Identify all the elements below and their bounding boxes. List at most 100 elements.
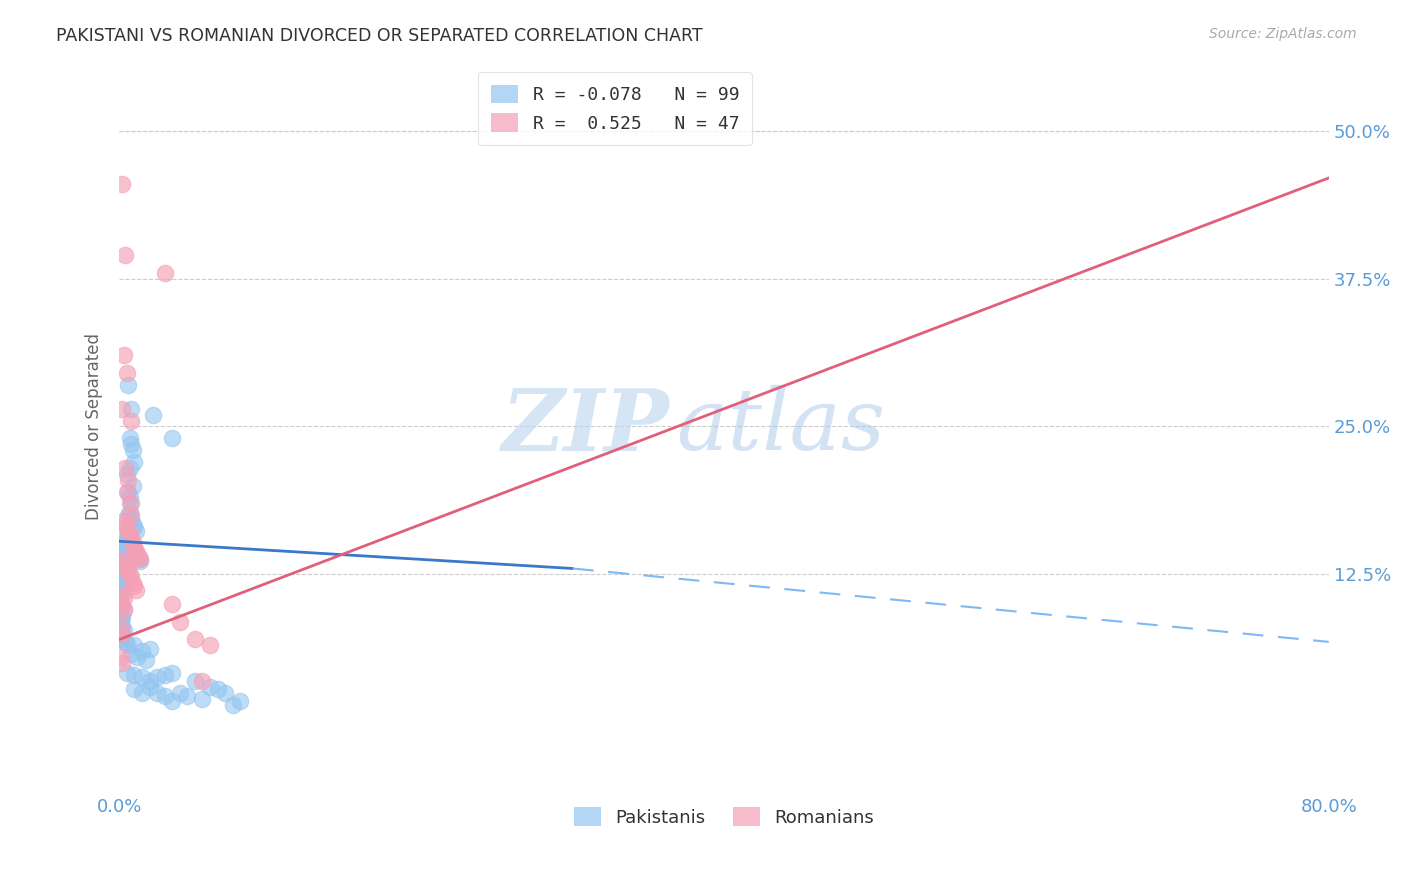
Point (184, 673, 207, 688)
Text: PAKISTANI VS ROMANIAN DIVORCED OR SEPARATED CORRELATION CHART: PAKISTANI VS ROMANIAN DIVORCED OR SEPARA… (56, 27, 703, 45)
Point (160, 431, 183, 445)
Point (176, 690, 198, 704)
Point (110, 571, 132, 585)
Point (160, 597, 183, 611)
Point (120, 413, 142, 427)
Point (146, 686, 169, 700)
Point (114, 516, 136, 531)
Point (160, 665, 183, 680)
Point (111, 574, 134, 588)
Point (153, 690, 176, 704)
Point (115, 366, 138, 380)
Point (110, 561, 132, 575)
Point (112, 623, 135, 637)
Point (122, 478, 145, 492)
Point (153, 668, 176, 682)
Point (120, 401, 142, 416)
Point (124, 543, 146, 558)
Point (114, 526, 136, 541)
Point (117, 564, 139, 578)
Point (120, 538, 142, 552)
Legend: Pakistanis, Romanians: Pakistanis, Romanians (565, 798, 883, 836)
Point (141, 408, 163, 422)
Point (115, 484, 138, 499)
Point (111, 611, 134, 625)
Point (198, 639, 221, 653)
Point (115, 559, 138, 574)
Point (138, 673, 160, 688)
Point (125, 547, 148, 561)
Point (114, 549, 136, 563)
Point (184, 632, 207, 647)
Point (135, 652, 157, 666)
Point (115, 665, 138, 680)
Text: atlas: atlas (676, 385, 884, 467)
Point (111, 401, 134, 416)
Point (191, 673, 214, 688)
Point (120, 437, 142, 451)
Point (124, 639, 146, 653)
Point (111, 543, 134, 558)
Point (115, 520, 138, 534)
Point (120, 512, 142, 526)
Point (112, 514, 135, 528)
Point (110, 597, 132, 611)
Point (131, 686, 153, 700)
Point (111, 626, 134, 640)
Point (124, 668, 146, 682)
Point (124, 682, 146, 697)
Point (111, 629, 134, 643)
Point (112, 603, 135, 617)
Point (118, 431, 141, 445)
Point (115, 550, 138, 565)
Point (112, 552, 135, 566)
Point (138, 642, 160, 657)
Point (120, 647, 142, 661)
Point (124, 540, 146, 554)
Point (125, 543, 148, 558)
Point (120, 532, 142, 546)
Point (207, 682, 229, 697)
Point (118, 534, 141, 549)
Point (111, 177, 134, 191)
Point (214, 686, 236, 700)
Point (112, 546, 135, 560)
Point (110, 615, 132, 629)
Point (117, 484, 139, 499)
Point (115, 637, 138, 651)
Point (122, 575, 145, 590)
Point (131, 670, 153, 684)
Point (111, 558, 134, 572)
Point (110, 575, 132, 590)
Point (129, 554, 152, 568)
Text: ZIP: ZIP (502, 384, 669, 468)
Text: Source: ZipAtlas.com: Source: ZipAtlas.com (1209, 27, 1357, 41)
Point (112, 560, 135, 574)
Point (160, 694, 183, 708)
Point (117, 508, 139, 523)
Point (117, 528, 139, 542)
Point (122, 443, 145, 458)
Point (118, 528, 141, 542)
Point (110, 618, 132, 632)
Point (110, 556, 132, 570)
Point (114, 556, 136, 570)
Point (110, 578, 132, 592)
Point (111, 552, 134, 566)
Point (124, 579, 146, 593)
Point (124, 520, 146, 534)
Point (169, 686, 191, 700)
Point (118, 496, 141, 510)
Point (110, 626, 132, 640)
Point (122, 516, 145, 531)
Point (112, 601, 135, 615)
Point (128, 552, 150, 566)
Point (118, 461, 141, 475)
Point (120, 496, 142, 510)
Point (131, 644, 153, 658)
Point (110, 632, 132, 647)
Point (111, 582, 134, 597)
Point (115, 559, 138, 574)
Point (114, 248, 136, 262)
Point (114, 557, 136, 571)
